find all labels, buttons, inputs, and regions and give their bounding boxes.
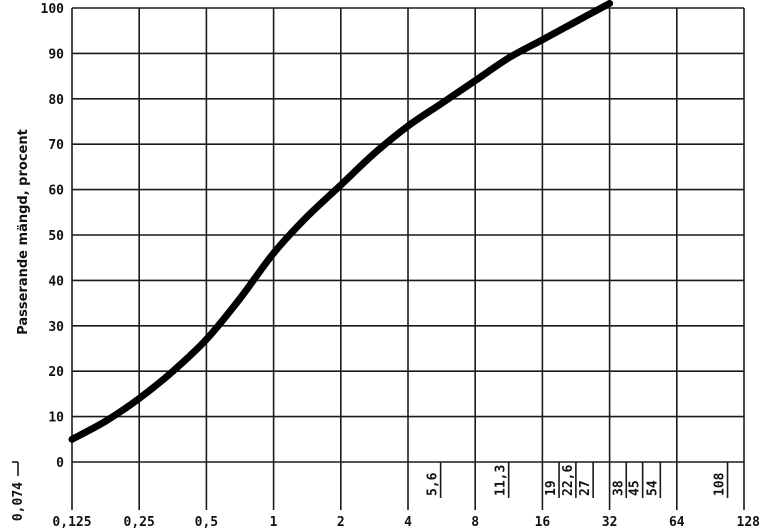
y-tick-label: 10: [48, 411, 64, 426]
x-tick-label: 0,25: [124, 515, 155, 530]
y-axis-tick-labels: 0 10 20 30 40 50 60 70 80 90 100: [41, 2, 65, 471]
sieve-tick-label: 0,074: [11, 482, 26, 521]
sieve-tick-label: 5,6: [426, 472, 441, 496]
sieve-tick-label: 19: [544, 480, 559, 496]
y-tick-label: 40: [48, 274, 64, 289]
x-tick-label: 1: [270, 515, 278, 530]
x-tick-label: 0,125: [52, 515, 91, 530]
y-tick-label: 100: [41, 2, 65, 17]
y-tick-label: 80: [48, 93, 64, 108]
y-tick-label: 60: [48, 184, 64, 199]
x-tick-label: 4: [404, 515, 412, 530]
sieve-tick-label: 22,6: [561, 465, 576, 496]
y-tick-label: 90: [48, 47, 64, 62]
sieve-tick-label: 11,3: [494, 465, 509, 496]
series-layer: [68, 0, 614, 443]
y-tick-label: 0: [56, 456, 64, 471]
x-tick-label: 8: [471, 515, 479, 530]
x-tick-label: 128: [737, 515, 761, 530]
x-tick-label: 0,5: [195, 515, 218, 530]
x-tick-label: 2: [337, 515, 345, 530]
x-tick-label: 16: [535, 515, 551, 530]
x-tick-label: 32: [602, 515, 618, 530]
x-tick-label: 64: [669, 515, 685, 530]
y-tick-label: 30: [48, 320, 64, 335]
sieve-tick-label: 108: [713, 472, 728, 496]
y-axis-label: Passerande mängd, procent: [16, 129, 31, 335]
sieve-tick-label: 45: [628, 480, 643, 496]
sieve-tick-label: 38: [611, 480, 626, 496]
y-tick-label: 70: [48, 138, 64, 153]
grading-curve-0: [68, 0, 614, 443]
y-tick-label: 50: [48, 229, 64, 244]
y-tick-label: 20: [48, 365, 64, 380]
sieve-tick-label: 54: [645, 480, 660, 496]
sieve-tick-label: 27: [578, 480, 593, 496]
chart-grid: [71, 7, 745, 510]
